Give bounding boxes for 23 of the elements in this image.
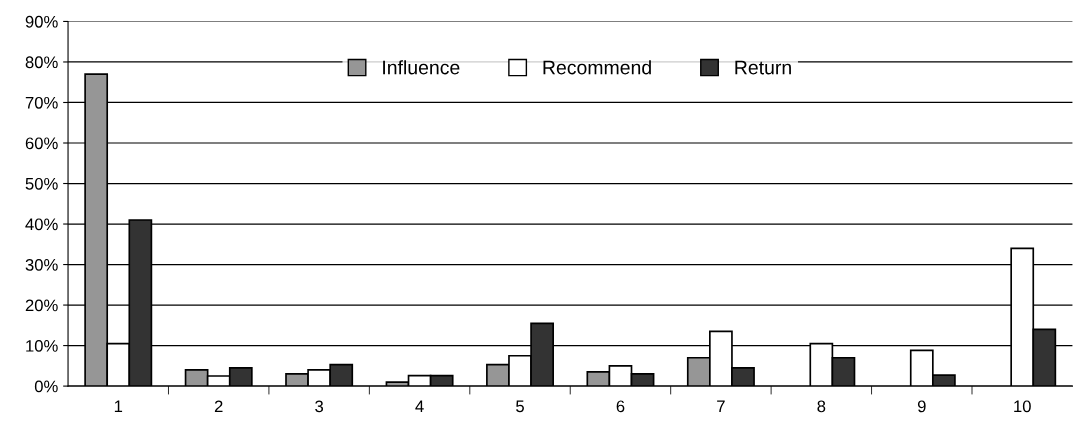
x-tick-label: 10	[1014, 400, 1031, 413]
x-tick-label: 3	[315, 400, 324, 413]
x-tick-label: 2	[214, 400, 223, 413]
y-tick-label: 40%	[25, 218, 58, 231]
x-tick-label: 5	[516, 400, 524, 413]
x-tick-label: 1	[114, 400, 123, 413]
legend-label: Recommend	[543, 60, 651, 75]
legend-label: Return	[735, 60, 791, 75]
x-tick-label: 4	[415, 400, 424, 413]
x-tick-label: 6	[616, 400, 625, 413]
x-tick-label: 7	[717, 400, 725, 413]
x-tick-label: 8	[817, 400, 826, 413]
y-tick-label: 90%	[25, 15, 58, 28]
y-tick-label: 70%	[25, 96, 58, 109]
legend-label: Influence	[383, 60, 460, 75]
x-tick-label: 9	[917, 400, 926, 413]
y-tick-label: 0%	[34, 380, 58, 393]
y-tick-label: 20%	[25, 299, 58, 312]
y-tick-label: 10%	[26, 339, 58, 352]
y-tick-label: 30%	[25, 258, 58, 271]
y-tick-label: 50%	[25, 177, 58, 190]
y-tick-label: 80%	[25, 56, 58, 69]
y-tick-label: 60%	[25, 137, 58, 150]
